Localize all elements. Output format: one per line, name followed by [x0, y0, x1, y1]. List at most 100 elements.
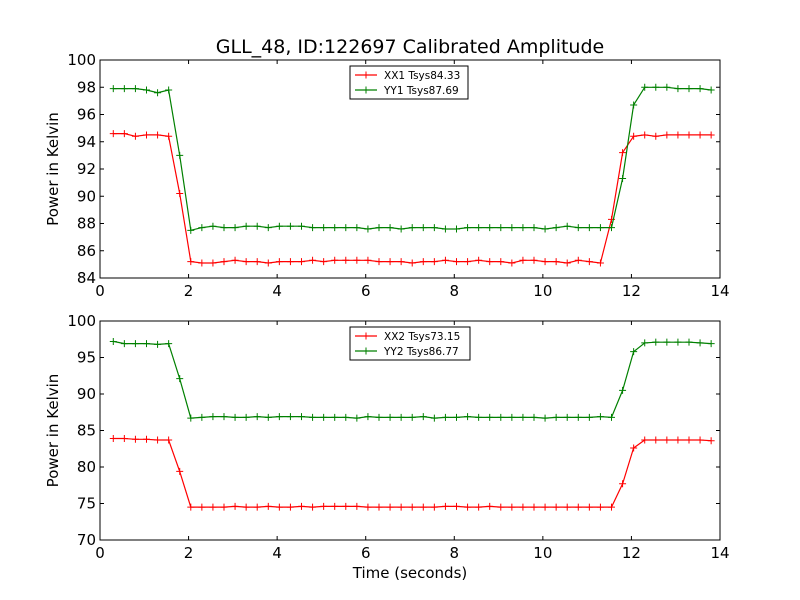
data-point [441, 256, 449, 264]
data-point [309, 256, 317, 264]
data-point [585, 413, 593, 421]
data-point [154, 436, 162, 444]
data-point [574, 503, 582, 511]
data-point [408, 503, 416, 511]
data-point [386, 413, 394, 421]
data-point [353, 502, 361, 510]
data-point [198, 224, 206, 232]
y-tick-label: 100 [67, 51, 96, 69]
x-axis-label: Time (seconds) [352, 564, 468, 582]
legend-marker [362, 347, 370, 355]
data-point [441, 225, 449, 233]
data-point [375, 224, 383, 232]
data-point [674, 131, 682, 139]
data-point [353, 256, 361, 264]
data-point [530, 503, 538, 511]
data-point [419, 224, 427, 232]
data-point [453, 225, 460, 233]
data-point [674, 85, 682, 93]
data-point [530, 224, 538, 232]
data-point [663, 338, 671, 346]
data-point [275, 503, 283, 511]
x-tick-label: 2 [184, 544, 194, 562]
data-point [320, 413, 328, 421]
data-point [596, 259, 604, 267]
data-point [596, 503, 604, 511]
data-point [264, 502, 272, 510]
data-point [386, 224, 394, 232]
data-point [131, 132, 139, 140]
data-point [331, 413, 339, 421]
data-point [685, 131, 693, 139]
data-point [552, 224, 560, 232]
data-point [497, 413, 505, 421]
data-point [187, 503, 195, 511]
x-tick-label: 6 [361, 544, 371, 562]
data-point [608, 503, 615, 511]
data-point [486, 502, 494, 510]
data-point [187, 258, 195, 266]
x-tick-label: 14 [710, 282, 729, 300]
data-point [109, 435, 117, 443]
data-point [596, 413, 604, 421]
data-point [530, 413, 538, 421]
legend-label: YY1 Tsys87.69 [383, 85, 459, 97]
legend-marker [362, 86, 370, 94]
data-point [552, 413, 560, 421]
data-point [508, 413, 516, 421]
data-point [608, 224, 615, 232]
data-point [220, 413, 228, 421]
data-point [353, 224, 361, 232]
data-point [541, 258, 549, 266]
top-panel: 0 2 4 6 8 10 12 14 84 86 88 90 92 94 96 98 100 Power in K… [44, 51, 730, 300]
data-point [286, 413, 294, 421]
data-point [475, 413, 483, 421]
data-point [641, 339, 649, 347]
data-point [508, 259, 516, 267]
data-point [109, 130, 117, 138]
data-point [198, 259, 206, 267]
data-point [453, 258, 460, 266]
data-point [120, 340, 128, 348]
data-point [320, 502, 328, 510]
data-point [231, 413, 239, 421]
data-point [563, 503, 571, 511]
data-point [585, 224, 593, 232]
data-point [685, 338, 693, 346]
y-tick-label: 84 [77, 269, 96, 287]
data-point [342, 256, 350, 264]
data-point [397, 225, 405, 233]
data-point [187, 414, 195, 422]
data-point [286, 222, 294, 230]
data-point [464, 258, 472, 266]
data-point [364, 256, 372, 264]
data-point [696, 85, 704, 93]
data-point [375, 503, 383, 511]
data-point [286, 258, 294, 266]
legend-label: XX1 Tsys84.33 [384, 70, 460, 82]
x-tick-label: 12 [622, 282, 641, 300]
x-tick-label: 6 [361, 282, 371, 300]
data-point [253, 222, 261, 230]
data-point [320, 224, 328, 232]
data-point [176, 190, 184, 198]
data-point [519, 413, 527, 421]
data-point [596, 224, 604, 232]
data-point [419, 258, 427, 266]
data-point [220, 503, 228, 511]
y-axis-label: Power in Kelvin [44, 374, 62, 488]
data-point [574, 224, 582, 232]
x-tick-label: 14 [710, 544, 729, 562]
data-point [198, 413, 206, 421]
data-point [585, 503, 593, 511]
data-point [630, 444, 638, 452]
data-point [519, 503, 527, 511]
data-point [242, 258, 250, 266]
data-point [209, 503, 217, 511]
data-point [131, 435, 139, 443]
legend-box [349, 65, 469, 100]
data-point [475, 224, 483, 232]
data-point [231, 256, 239, 264]
data-point [298, 258, 305, 266]
